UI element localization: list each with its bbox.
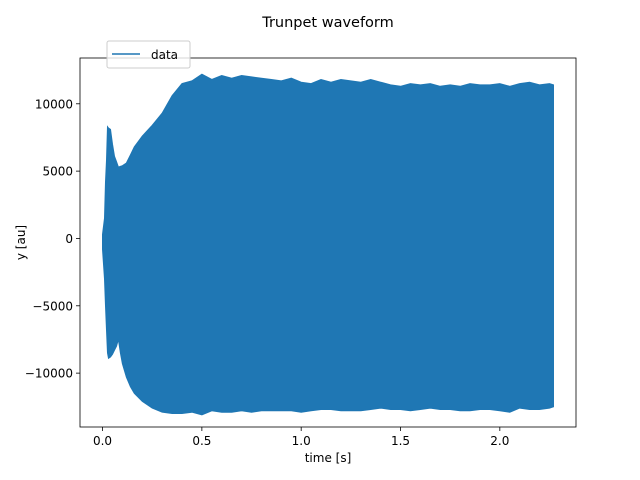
axes-frame xyxy=(79,57,577,428)
plot-area xyxy=(102,73,554,416)
y-tick-label: 5000 xyxy=(42,165,73,179)
series-data-waveform xyxy=(102,73,554,416)
y-axis: −10000 −5000 0 5000 10000 xyxy=(25,97,80,381)
x-axis: 0.0 0.5 1.0 1.5 2.0 xyxy=(93,427,509,448)
y-tick-label: 0 xyxy=(65,232,73,246)
legend-label-data: data xyxy=(151,48,178,62)
y-tick-label: −10000 xyxy=(25,367,73,381)
y-axis-label: y [au] xyxy=(14,225,28,260)
x-axis-label: time [s] xyxy=(305,451,352,465)
x-tick-label: 1.5 xyxy=(391,434,410,448)
legend: data xyxy=(106,40,191,69)
y-tick-label: −5000 xyxy=(32,299,73,313)
x-tick-label: 2.0 xyxy=(490,434,509,448)
y-tick-label: 10000 xyxy=(35,97,73,111)
x-tick-label: 1.0 xyxy=(292,434,311,448)
x-tick-label: 0.5 xyxy=(192,434,211,448)
chart-title: Trunpet waveform xyxy=(261,15,394,31)
x-tick-label: 0.0 xyxy=(93,434,112,448)
legend-box xyxy=(106,40,191,69)
